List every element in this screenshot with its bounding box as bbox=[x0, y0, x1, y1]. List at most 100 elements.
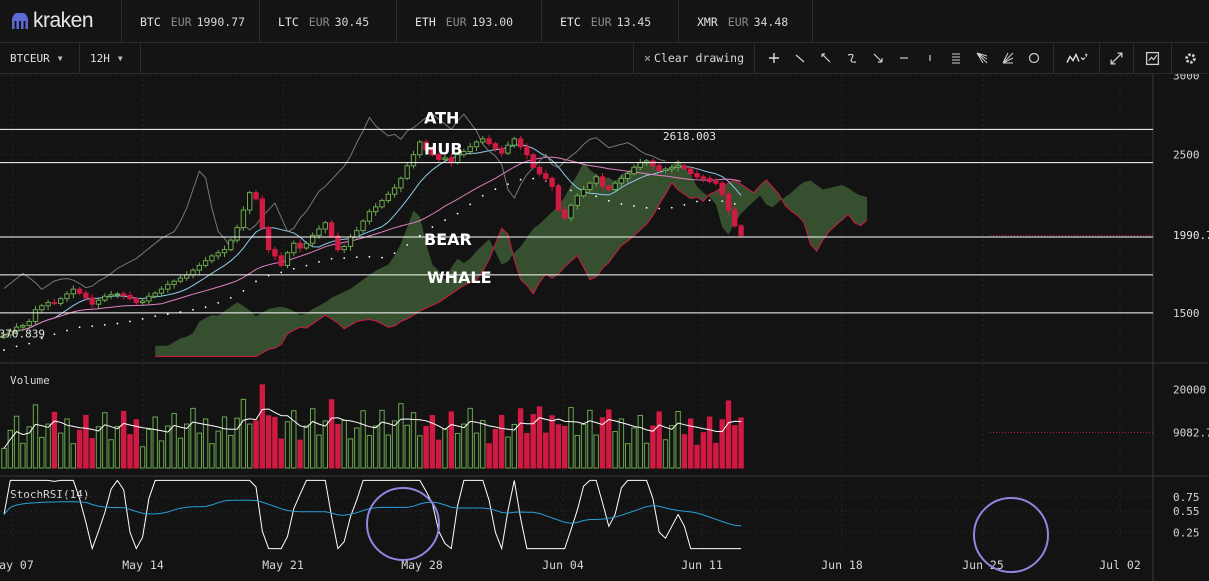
candle-body bbox=[656, 165, 662, 171]
crosshair-tool[interactable] bbox=[761, 43, 787, 73]
candle-body bbox=[165, 283, 171, 290]
x-tick-label: Jun 04 bbox=[542, 558, 584, 572]
candle-body bbox=[70, 288, 76, 295]
sar-dot bbox=[116, 322, 119, 325]
kraken-logo[interactable]: kraken bbox=[0, 0, 122, 42]
volume-bar bbox=[240, 398, 247, 469]
volume-bar bbox=[272, 416, 278, 469]
ticker-price: 30.45 bbox=[334, 14, 370, 29]
sar-dot bbox=[154, 315, 157, 318]
candle-body bbox=[171, 280, 177, 285]
volume-bar bbox=[310, 408, 316, 469]
channel-tool[interactable] bbox=[943, 43, 969, 73]
volume-bar bbox=[328, 399, 335, 469]
sar-dot bbox=[406, 244, 409, 246]
crosshair-icon bbox=[769, 53, 779, 63]
volume-bar bbox=[102, 412, 108, 469]
ticker-ltc[interactable]: LTC EUR 30.45 bbox=[260, 0, 397, 43]
volume-bar bbox=[473, 432, 480, 469]
candle-body bbox=[360, 220, 366, 232]
interval-label: 12H bbox=[90, 51, 110, 65]
volume-bar bbox=[442, 428, 448, 469]
pair-selector[interactable]: BTCEUR ▼ bbox=[0, 43, 80, 73]
volume-bar bbox=[83, 414, 89, 469]
volume-bar bbox=[713, 442, 719, 469]
ticker-btc[interactable]: BTC EUR 1990.77 bbox=[122, 0, 260, 43]
fullscreen-button[interactable] bbox=[1099, 43, 1133, 73]
candle-body bbox=[486, 138, 492, 145]
volume-bar bbox=[20, 442, 26, 469]
candle-body bbox=[95, 299, 102, 305]
volume-bar bbox=[675, 411, 681, 469]
volume-bar bbox=[165, 425, 171, 469]
ticker-currency: EUR bbox=[727, 14, 749, 29]
volume-bar bbox=[247, 423, 253, 469]
volume-bar bbox=[196, 432, 203, 469]
candle-body bbox=[146, 295, 152, 302]
volume-bar bbox=[45, 423, 51, 469]
volume-bar bbox=[511, 423, 517, 469]
close-icon: × bbox=[644, 51, 651, 65]
candle-body bbox=[694, 173, 700, 178]
sar-dot bbox=[255, 280, 257, 283]
candle-body bbox=[240, 209, 247, 228]
price-chart[interactable]: May 07 May 14 May 21 May 28 Jun 04 Jun 11 Jun … bbox=[0, 74, 1209, 581]
sar-dot bbox=[129, 320, 131, 323]
line-tool[interactable] bbox=[787, 43, 813, 73]
x-tick-label: May 28 bbox=[401, 558, 443, 572]
sar-dot bbox=[532, 177, 535, 180]
stoch-k-line bbox=[3, 479, 742, 551]
sar-dot bbox=[103, 323, 106, 326]
vertical-line-tool[interactable] bbox=[917, 43, 943, 73]
chart-area[interactable]: May 07 May 14 May 21 May 28 Jun 04 Jun 11 Jun … bbox=[0, 74, 1209, 581]
curve-tool[interactable] bbox=[839, 43, 865, 73]
low-price-label: 1370.839 bbox=[0, 327, 45, 340]
x-tick-label: Jun 11 bbox=[681, 558, 723, 572]
ticker-price: 193.00 bbox=[471, 14, 514, 29]
candle-body bbox=[114, 293, 121, 296]
candle-body bbox=[83, 292, 89, 299]
ticker-etc[interactable]: ETC EUR 13.45 bbox=[542, 0, 679, 43]
fan-tool[interactable] bbox=[995, 43, 1021, 73]
circle-tool[interactable] bbox=[1021, 43, 1047, 73]
horizontal-line-tool[interactable] bbox=[891, 43, 917, 73]
high-price-label: 2618.003 bbox=[663, 130, 716, 143]
sar-dot bbox=[305, 264, 308, 267]
interval-selector[interactable]: 12H ▼ bbox=[80, 43, 141, 73]
candle-body bbox=[221, 249, 228, 254]
ticker-eth[interactable]: ETH EUR 193.00 bbox=[397, 0, 542, 43]
candle-body bbox=[637, 162, 643, 168]
candle-body bbox=[209, 255, 215, 262]
volume-bar bbox=[177, 437, 184, 469]
sar-dot bbox=[381, 256, 383, 259]
settings-button[interactable] bbox=[1171, 43, 1209, 73]
candle-body bbox=[7, 330, 14, 336]
candle-body bbox=[612, 182, 618, 190]
candle-body bbox=[631, 166, 637, 175]
volume-bar bbox=[719, 419, 725, 469]
candle-body bbox=[58, 298, 64, 304]
sar-dot bbox=[519, 178, 522, 181]
candle-body bbox=[253, 192, 259, 200]
ticker-xmr[interactable]: XMR EUR 34.48 bbox=[679, 0, 813, 43]
annotation-label: BEAR bbox=[424, 230, 472, 249]
candle-body bbox=[713, 181, 719, 184]
candle-body bbox=[291, 242, 297, 254]
indicators-button[interactable] bbox=[1053, 43, 1099, 73]
fibonacci-icon bbox=[976, 52, 988, 64]
candle-body bbox=[247, 192, 253, 211]
chart-type-button[interactable] bbox=[1133, 43, 1171, 73]
volume-bar bbox=[26, 426, 32, 469]
ray-tool[interactable] bbox=[813, 43, 839, 73]
chart-toolbar: BTCEUR ▼ 12H ▼ × Clear drawing bbox=[0, 43, 1209, 74]
candle-body bbox=[593, 176, 599, 184]
volume-bar bbox=[562, 425, 568, 469]
volume-bar bbox=[461, 423, 467, 469]
volume-bar bbox=[127, 434, 133, 469]
annotation-circle bbox=[366, 487, 440, 561]
sar-dot bbox=[645, 206, 648, 209]
candle-body bbox=[719, 182, 725, 195]
clear-drawing-button[interactable]: × Clear drawing bbox=[633, 43, 755, 73]
arrow-tool[interactable] bbox=[865, 43, 891, 73]
fibonacci-tool[interactable] bbox=[969, 43, 995, 73]
